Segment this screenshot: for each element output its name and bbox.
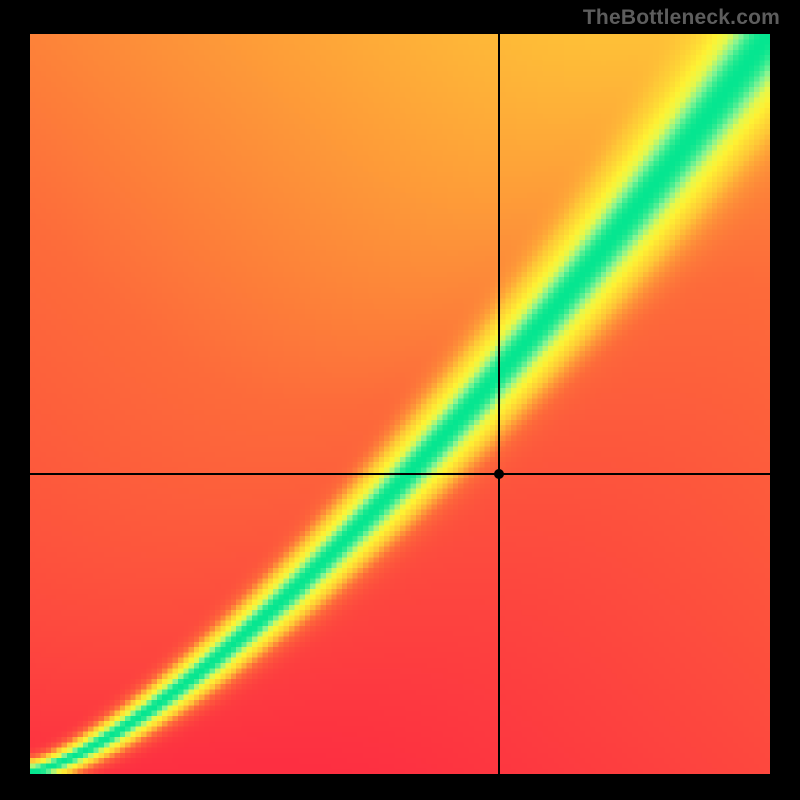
watermark-text: TheBottleneck.com	[583, 6, 780, 30]
crosshair-vertical	[498, 34, 500, 774]
bottleneck-heatmap	[30, 34, 770, 774]
plot-frame	[30, 34, 770, 774]
crosshair-marker	[494, 469, 504, 479]
crosshair-horizontal	[30, 473, 770, 475]
